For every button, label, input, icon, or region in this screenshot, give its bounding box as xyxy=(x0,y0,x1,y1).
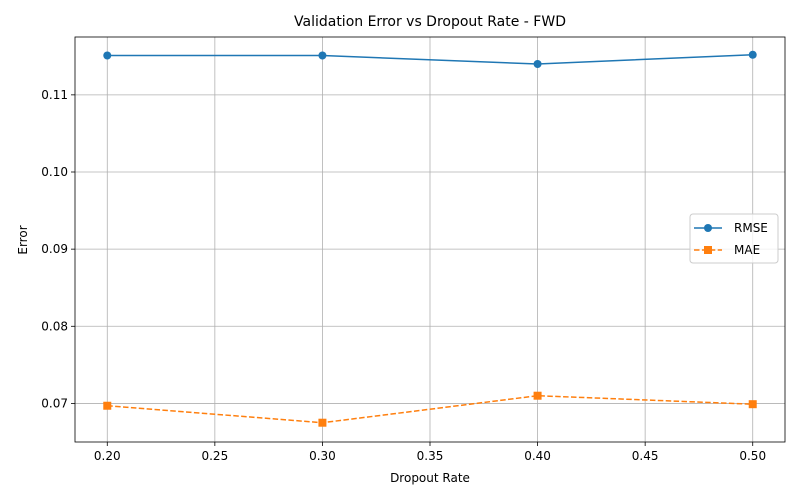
legend-label-mae: MAE xyxy=(734,243,760,257)
x-tick-label: 0.30 xyxy=(309,449,336,463)
data-point-mae xyxy=(533,391,542,400)
x-tick-label: 0.25 xyxy=(201,449,228,463)
series-line-mae xyxy=(107,394,753,424)
series-group xyxy=(103,50,757,427)
axes: 0.20 0.25 0.30 0.35 0.40 0.45 0.50 0.07 0.08 0.09… xyxy=(41,36,786,463)
data-point-mae xyxy=(103,401,112,410)
x-axis-label: Dropout Rate xyxy=(390,471,470,485)
x-tick-label: 0.35 xyxy=(417,449,444,463)
data-point-mae xyxy=(318,418,327,427)
data-point-rmse xyxy=(103,51,112,60)
series-line-rmse xyxy=(107,53,753,65)
chart-title: Validation Error vs Dropout Rate - FWD xyxy=(294,14,566,30)
legend-marker-rmse xyxy=(704,224,712,232)
legend: RMSE MAE xyxy=(689,213,779,264)
grid xyxy=(75,37,785,442)
data-point-mae xyxy=(748,400,757,409)
y-tick-label: 0.08 xyxy=(41,319,68,333)
y-tick-label: 0.10 xyxy=(41,165,68,179)
y-tick-label: 0.09 xyxy=(41,242,68,256)
x-tick-label: 0.50 xyxy=(739,449,766,463)
x-tick-label: 0.40 xyxy=(524,449,551,463)
legend-label-rmse: RMSE xyxy=(734,221,768,235)
data-point-rmse xyxy=(533,60,542,68)
data-point-rmse xyxy=(318,51,327,60)
x-tick-label: 0.20 xyxy=(94,449,121,463)
plot-frame xyxy=(74,36,786,443)
legend-marker-mae xyxy=(704,246,712,254)
x-tick-label: 0.45 xyxy=(632,449,659,463)
y-axis-label: Error xyxy=(16,225,30,254)
data-point-rmse xyxy=(748,50,757,59)
y-tick-label: 0.07 xyxy=(41,396,68,410)
y-tick-label: 0.11 xyxy=(41,88,68,102)
